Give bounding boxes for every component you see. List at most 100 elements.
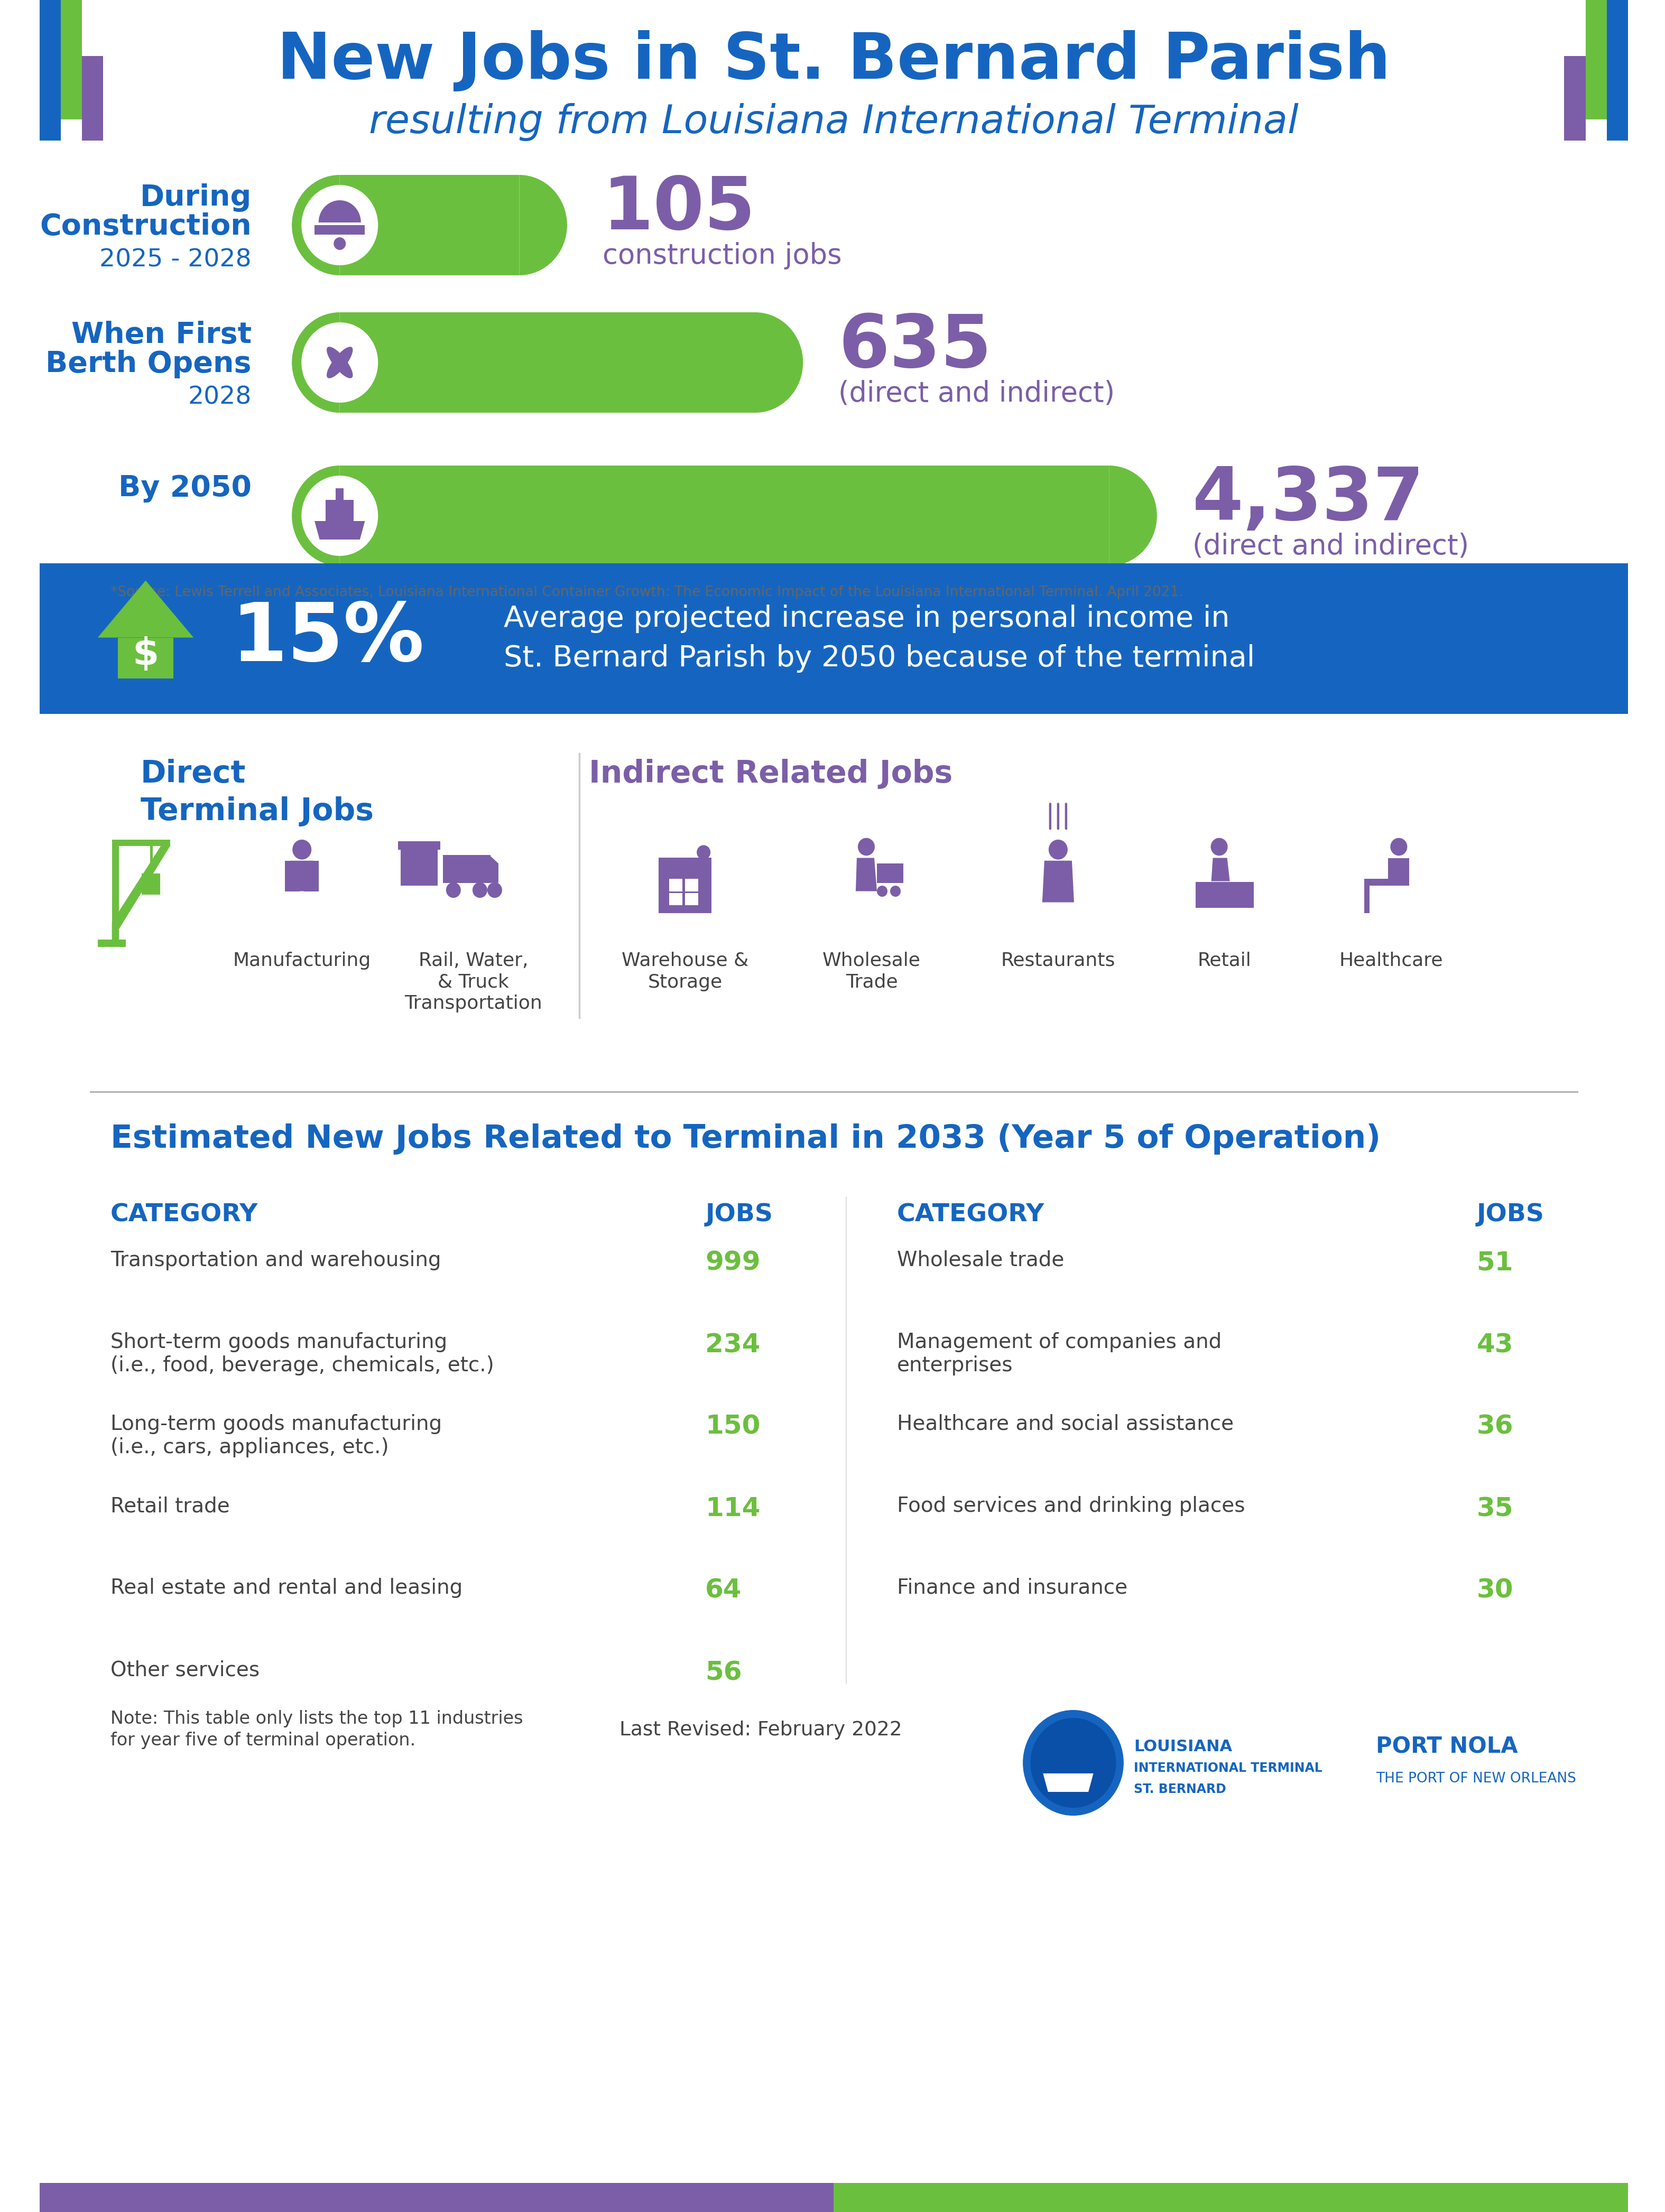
Text: 105: 105 (603, 173, 756, 246)
Bar (877, 863, 904, 883)
Circle shape (1049, 841, 1067, 860)
Polygon shape (98, 580, 193, 637)
Circle shape (293, 841, 311, 860)
Text: 2028: 2028 (188, 385, 251, 409)
Circle shape (891, 885, 901, 896)
Text: Management of companies and
enterprises: Management of companies and enterprises (897, 1332, 1222, 1376)
Text: Transportation and warehousing: Transportation and warehousing (110, 1250, 441, 1270)
Text: JOBS: JOBS (706, 1203, 773, 1225)
Bar (142, 874, 160, 896)
Wedge shape (291, 465, 340, 566)
Polygon shape (398, 841, 440, 849)
Text: 43: 43 (1477, 1332, 1513, 1358)
Bar (401, 849, 438, 885)
Polygon shape (856, 858, 877, 891)
Circle shape (1390, 838, 1407, 856)
Text: Wholesale trade: Wholesale trade (897, 1250, 1064, 1270)
Text: $: $ (132, 637, 158, 672)
Circle shape (446, 883, 461, 898)
Bar (834, 2183, 1628, 2212)
Text: LOUISIANA: LOUISIANA (1134, 1739, 1232, 1754)
Circle shape (301, 476, 378, 555)
Text: Healthcare: Healthcare (1339, 951, 1444, 969)
Text: New Jobs in St. Bernard Parish: New Jobs in St. Bernard Parish (276, 31, 1390, 93)
Text: 150: 150 (706, 1413, 761, 1440)
Bar (305, 860, 320, 891)
Bar (98, 940, 127, 947)
Text: THE PORT OF NEW ORLEANS: THE PORT OF NEW ORLEANS (1375, 1772, 1577, 1785)
Text: Construction: Construction (40, 212, 251, 241)
Text: Short-term goods manufacturing
(i.e., food, beverage, chemicals, etc.): Short-term goods manufacturing (i.e., fo… (110, 1332, 495, 1376)
Bar (40, 2183, 834, 2212)
Polygon shape (1042, 860, 1074, 902)
Wedge shape (1109, 465, 1157, 566)
Bar (150, 845, 153, 874)
Text: 2025 - 2028: 2025 - 2028 (100, 248, 251, 272)
Circle shape (301, 186, 378, 265)
Text: Warehouse &
Storage: Warehouse & Storage (621, 951, 749, 991)
Text: 56: 56 (706, 1659, 743, 1686)
Polygon shape (490, 856, 498, 883)
Text: (direct and indirect): (direct and indirect) (1192, 533, 1469, 560)
Circle shape (301, 323, 378, 403)
Polygon shape (1210, 858, 1230, 880)
Text: 234: 234 (706, 1332, 761, 1358)
Text: 4,337: 4,337 (1192, 465, 1424, 535)
Circle shape (1022, 1710, 1124, 1816)
Wedge shape (318, 201, 361, 223)
Wedge shape (291, 175, 340, 274)
Text: resulting from Louisiana International Terminal: resulting from Louisiana International T… (370, 104, 1299, 142)
Bar (684, 878, 698, 891)
Wedge shape (519, 175, 568, 274)
Bar (62, 0, 82, 119)
Polygon shape (112, 845, 170, 940)
Bar (315, 226, 365, 234)
Text: Rail, Water,
& Truck
Transportation: Rail, Water, & Truck Transportation (405, 951, 543, 1013)
Bar (443, 856, 491, 883)
Text: 64: 64 (706, 1577, 743, 1604)
Circle shape (877, 885, 887, 896)
Circle shape (473, 883, 488, 898)
Text: Finance and insurance: Finance and insurance (897, 1577, 1127, 1597)
Text: 51: 51 (1477, 1250, 1513, 1276)
Wedge shape (756, 312, 803, 414)
Ellipse shape (326, 347, 353, 378)
Text: CATEGORY: CATEGORY (897, 1203, 1044, 1225)
Text: Estimated New Jobs Related to Terminal in 2033 (Year 5 of Operation): Estimated New Jobs Related to Terminal i… (110, 1124, 1380, 1155)
Text: Healthcare and social assistance: Healthcare and social assistance (897, 1413, 1234, 1433)
Text: INTERNATIONAL TERMINAL: INTERNATIONAL TERMINAL (1134, 1761, 1322, 1774)
Circle shape (333, 354, 348, 369)
Text: 36: 36 (1477, 1413, 1513, 1440)
Text: construction jobs: construction jobs (603, 241, 841, 270)
Bar (1389, 878, 1409, 885)
Text: PORT NOLA: PORT NOLA (1375, 1736, 1518, 1759)
Text: Average projected increase in personal income in
St. Bernard Parish by 2050 beca: Average projected increase in personal i… (503, 604, 1255, 672)
Bar (336, 489, 343, 500)
Text: Direct
Terminal Jobs: Direct Terminal Jobs (140, 759, 373, 827)
Text: Retail trade: Retail trade (110, 1495, 230, 1515)
Circle shape (1210, 838, 1227, 856)
Bar (1195, 889, 1254, 907)
Text: 635: 635 (837, 312, 992, 383)
Polygon shape (118, 637, 173, 679)
Text: *Source: Lewis Terrell and Associates, Louisiana International Container Growth:: *Source: Lewis Terrell and Associates, L… (110, 586, 1184, 599)
Polygon shape (1042, 1774, 1094, 1792)
Text: Indirect Related Jobs: Indirect Related Jobs (589, 759, 952, 790)
Text: During: During (140, 184, 251, 212)
Text: (direct and indirect): (direct and indirect) (837, 380, 1116, 407)
Text: 30: 30 (1477, 1577, 1513, 1604)
Circle shape (696, 845, 711, 860)
Circle shape (488, 883, 503, 898)
Bar (1195, 883, 1254, 889)
Text: ST. BERNARD: ST. BERNARD (1134, 1783, 1225, 1796)
Text: Manufacturing: Manufacturing (233, 951, 371, 969)
Bar (669, 878, 683, 891)
Polygon shape (326, 500, 355, 522)
Circle shape (1031, 1719, 1116, 1807)
Text: Last Revised: February 2022: Last Revised: February 2022 (619, 1721, 902, 1739)
Text: Wholesale
Trade: Wholesale Trade (823, 951, 921, 991)
Bar (40, 0, 62, 142)
Bar (659, 858, 711, 914)
Polygon shape (1389, 858, 1409, 885)
Text: JOBS: JOBS (1477, 1203, 1543, 1225)
